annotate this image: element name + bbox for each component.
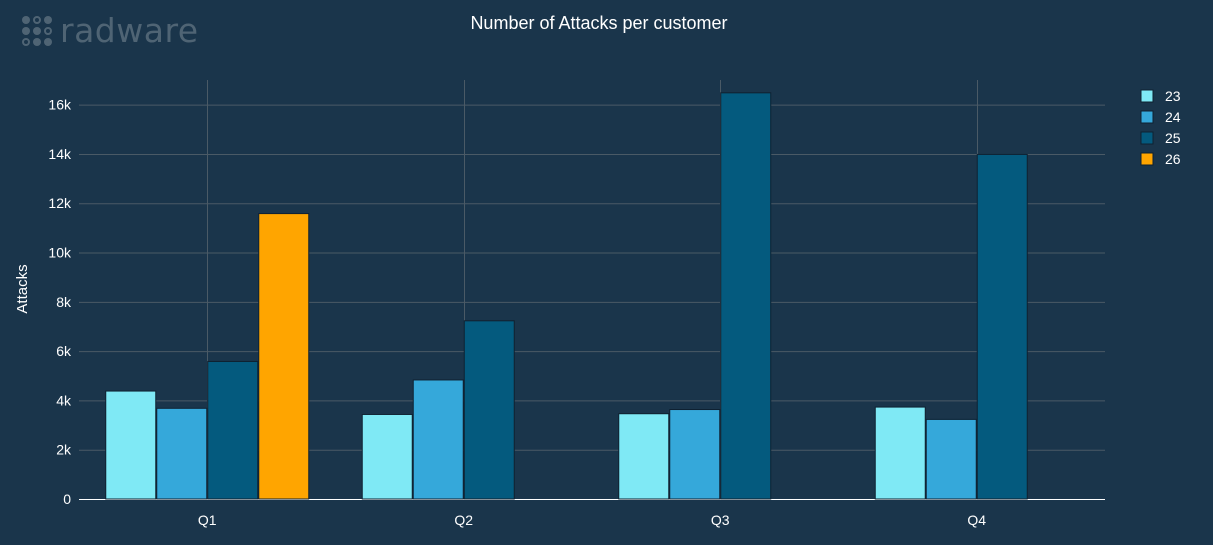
bar-25-q1 <box>207 360 259 500</box>
legend-label-26: 26 <box>1165 151 1181 167</box>
bar-25-q3 <box>720 92 772 500</box>
legend-label-24: 24 <box>1165 109 1181 125</box>
y-tick-label: 6k <box>56 343 72 359</box>
legend-swatch-23 <box>1140 89 1154 103</box>
bar-24-q3 <box>669 409 721 500</box>
legend-swatch-26 <box>1140 152 1154 166</box>
legend-label-23: 23 <box>1165 88 1181 104</box>
y-tick-label: 2k <box>56 442 72 458</box>
legend-swatch-24 <box>1140 110 1154 124</box>
x-tick-label: Q3 <box>711 512 730 528</box>
y-tick-label: 14k <box>48 146 72 162</box>
y-tick-label: 0 <box>63 491 71 507</box>
y-axis-label: Attacks <box>14 264 31 313</box>
brand-name: radware <box>60 11 199 50</box>
y-tick-label: 16k <box>48 97 72 113</box>
x-tick-label: Q2 <box>454 512 473 528</box>
legend-label-25: 25 <box>1165 130 1181 146</box>
legend: 23 24 25 26 <box>1140 88 1181 167</box>
bar-26-q1 <box>258 213 310 500</box>
y-tick-label: 4k <box>56 392 72 408</box>
y-tick-label: 12k <box>48 195 72 211</box>
x-tick-label: Q4 <box>967 512 986 528</box>
bar-25-q4 <box>976 153 1028 500</box>
y-tick-label: 8k <box>56 294 72 310</box>
chart-title: Number of Attacks per customer <box>470 13 727 33</box>
legend-swatch-25 <box>1140 131 1154 145</box>
bar-23-q1 <box>105 390 157 500</box>
x-axis-ticks: Q1 Q2 Q3 Q4 <box>198 512 986 528</box>
x-tick-label: Q1 <box>198 512 217 528</box>
bar-23-q4 <box>874 406 926 500</box>
y-tick-label: 10k <box>48 245 72 261</box>
bar-24-q4 <box>925 418 977 500</box>
bar-23-q3 <box>618 413 670 500</box>
bars <box>105 92 1028 500</box>
bar-25-q2 <box>463 320 515 500</box>
bar-23-q2 <box>361 413 413 500</box>
brand-logo: radware <box>22 14 199 47</box>
logo-dots-icon <box>22 15 52 46</box>
y-axis-ticks: 0 2k 4k 6k 8k 10k 12k 14k 16k <box>48 97 72 507</box>
bar-24-q1 <box>156 407 208 500</box>
bar-24-q2 <box>412 379 464 500</box>
